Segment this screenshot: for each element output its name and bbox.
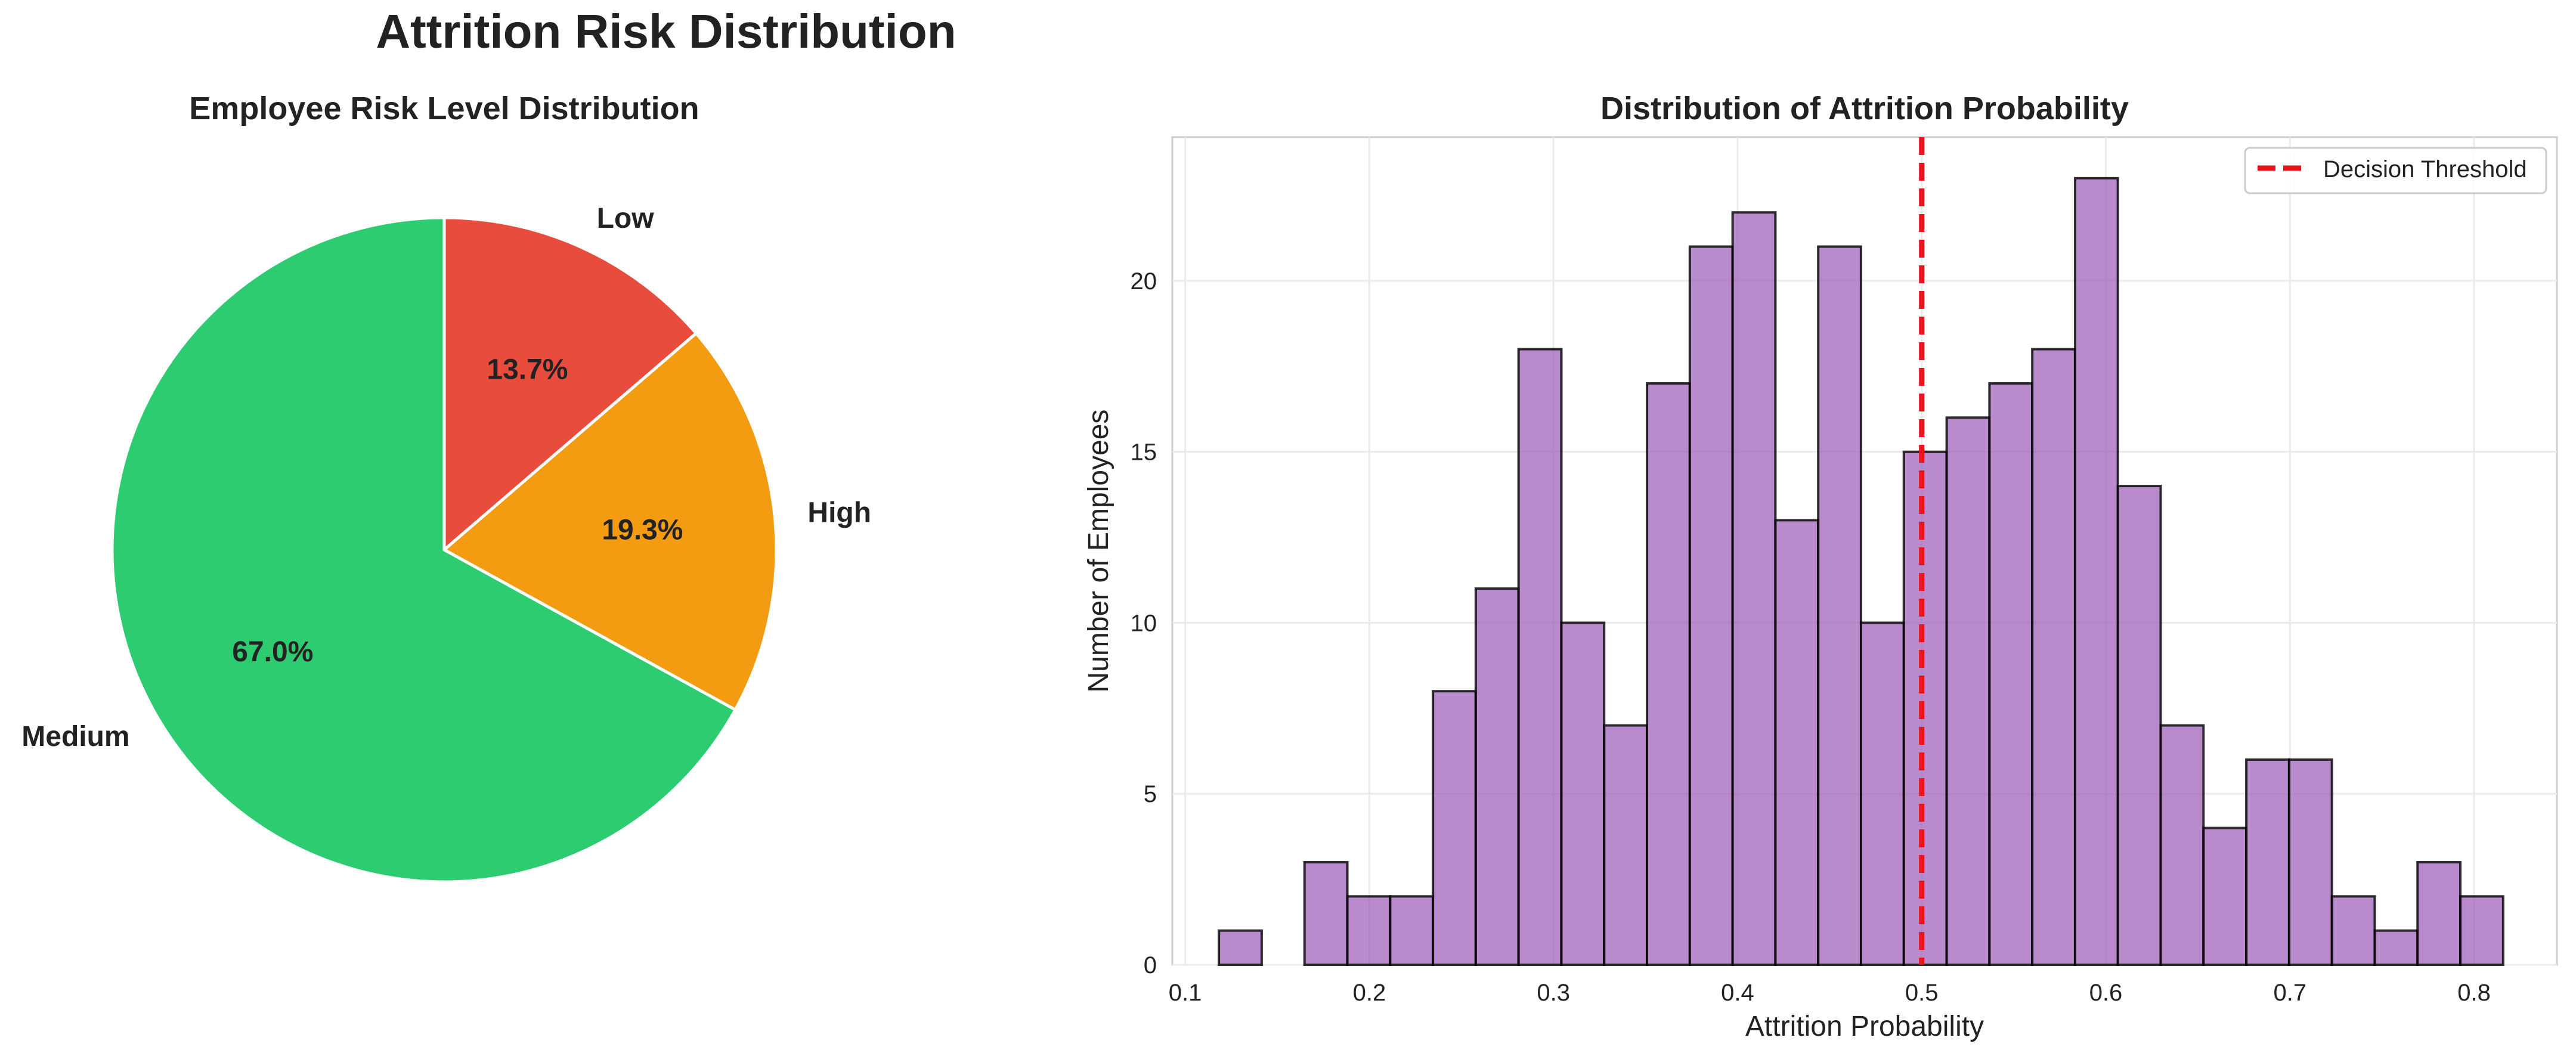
histogram-bar: [1774, 519, 1820, 966]
histogram-bar: [2416, 860, 2462, 966]
histogram-bar: [2031, 348, 2076, 967]
y-tick-label: 0: [1144, 952, 1157, 979]
histogram-bar: [1303, 860, 1349, 966]
histogram-bar: [1988, 382, 2034, 966]
histogram-bar: [1646, 382, 1691, 966]
histogram-bar: [2073, 176, 2119, 967]
figure-title: Attrition Risk Distribution: [376, 5, 956, 58]
histogram-bar: [2373, 929, 2419, 967]
y-tick-label: 10: [1131, 610, 1157, 636]
histogram-bar: [1859, 621, 1905, 966]
pie-pct-low: 13.7%: [487, 354, 568, 385]
y-axis-label: Number of Employees: [1083, 410, 1114, 693]
hist-title: Distribution of Attrition Probability: [1600, 91, 2129, 126]
pie-slices: [110, 216, 778, 884]
pie-pct-medium: 67.0%: [232, 636, 313, 668]
x-tick-labels: 0.1 0.2 0.3 0.4 0.5 0.6 0.7 0.8: [1169, 980, 2491, 1006]
legend-box: [2244, 147, 2547, 194]
x-tick-label: 0.1: [1169, 980, 1202, 1006]
histogram-bar: [2116, 485, 2162, 966]
x-tick-label: 0.7: [2273, 980, 2306, 1006]
pie-slice-low: [442, 216, 698, 552]
y-tick-label: 5: [1144, 781, 1157, 807]
histogram-bar: [2202, 826, 2248, 966]
histogram-bar: [1731, 211, 1777, 967]
histogram-bar: [2459, 895, 2504, 967]
histogram-bars: [1218, 176, 2504, 967]
histogram-bar: [1945, 416, 1991, 966]
histogram-bar: [2287, 758, 2333, 967]
legend: Decision Threshold: [2244, 147, 2547, 194]
x-tick-label: 0.8: [2457, 980, 2491, 1006]
pie-label-low: Low: [597, 203, 655, 234]
histogram-bar: [1474, 587, 1520, 966]
histogram-bar: [1817, 245, 1862, 966]
histogram-bar: [1517, 348, 1563, 967]
x-tick-label: 0.4: [1721, 980, 1754, 1006]
pie-slice-high: [442, 332, 778, 711]
x-tick-label: 0.2: [1353, 980, 1386, 1006]
histogram-chart: Distribution of Attrition Probability 0.…: [1083, 91, 2558, 1042]
x-axis-label: Attrition Probability: [1745, 1011, 1984, 1042]
histogram-bar: [1218, 929, 1263, 967]
legend-threshold-label: Decision Threshold: [2323, 156, 2527, 182]
histogram-bar: [1346, 895, 1392, 967]
pie-label-high: High: [807, 497, 871, 529]
histogram-bar: [1432, 690, 1477, 966]
x-tick-label: 0.6: [2089, 980, 2123, 1006]
histogram-bar: [2330, 895, 2376, 967]
y-tick-labels: 0 5 10 15 20: [1131, 268, 1157, 979]
pie-slice-medium: [110, 216, 737, 884]
y-tick-label: 20: [1131, 268, 1157, 295]
y-tick-label: 15: [1131, 439, 1157, 466]
pie-pct-high: 19.3%: [602, 514, 683, 546]
pie-title: Employee Risk Level Distribution: [189, 91, 699, 126]
pie-chart: Employee Risk Level Distribution Low 13.7…: [21, 91, 871, 884]
histogram-bar: [1603, 724, 1649, 967]
histogram-bar: [2245, 758, 2290, 967]
pie-label-medium: Medium: [21, 721, 129, 753]
pie-labels: Low 13.7% High 19.3% Medium 67.0%: [21, 203, 871, 753]
histogram-bar: [1902, 450, 1948, 966]
histogram-bar: [2159, 724, 2205, 967]
x-tick-label: 0.3: [1537, 980, 1570, 1006]
histogram-bar: [1560, 621, 1606, 966]
x-tick-label: 0.5: [1905, 980, 1939, 1006]
histogram-bar: [1389, 895, 1435, 967]
histogram-bar: [1688, 245, 1734, 966]
